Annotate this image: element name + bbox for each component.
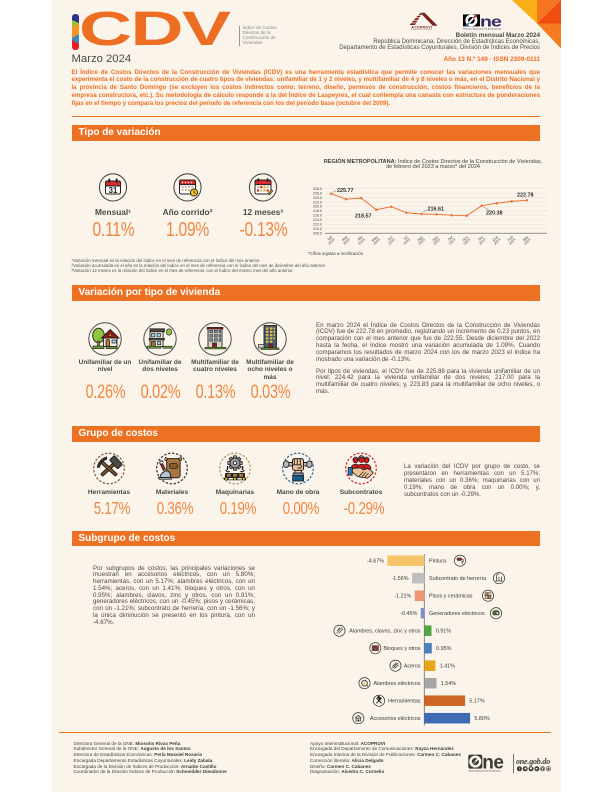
svg-text:Jul: Jul: [403, 235, 409, 241]
svg-text:222.0: 222.0: [313, 200, 322, 204]
svg-text:2023: 2023: [448, 237, 456, 245]
svg-text:-1.21%: -1.21%: [394, 594, 411, 600]
svg-text:2023: 2023: [418, 237, 426, 245]
svg-text:31: 31: [109, 186, 118, 195]
svg-text:Accesorios eléctricos: Accesorios eléctricos: [370, 716, 421, 722]
svg-text:Pisos y cerámicas: Pisos y cerámicas: [429, 594, 473, 600]
svg-text:Aceros: Aceros: [404, 664, 421, 670]
svg-text:218.57: 218.57: [355, 214, 372, 220]
svg-text:Alambres, clavos, zinc y otros: Alambres, clavos, zinc y otros: [349, 629, 421, 635]
svg-text:2024: 2024: [523, 237, 531, 245]
svg-text:Generadores eléctricos: Generadores eléctricos: [429, 611, 485, 617]
svg-text:220.0: 220.0: [313, 205, 322, 209]
svg-text:2024: 2024: [493, 237, 501, 245]
svg-text:Feb: Feb: [507, 235, 514, 242]
svg-text:212.0: 212.0: [313, 223, 322, 227]
svg-text:224.0: 224.0: [313, 196, 322, 200]
svg-text:2023: 2023: [433, 237, 441, 245]
svg-text:228.0: 228.0: [313, 187, 322, 191]
svg-text:Bloques y otros: Bloques y otros: [383, 646, 420, 652]
svg-text:218.0: 218.0: [313, 209, 322, 213]
svg-text:226.0: 226.0: [313, 191, 322, 195]
svg-text:2023: 2023: [463, 237, 471, 245]
svg-text:0.91%: 0.91%: [436, 629, 451, 635]
svg-text:feb: feb: [327, 235, 333, 241]
svg-text:Jun: Jun: [387, 235, 394, 242]
svg-text:Oct: Oct: [447, 235, 454, 242]
svg-text:2023: 2023: [372, 237, 380, 245]
svg-text:Subcontrato de herrería: Subcontrato de herrería: [429, 576, 486, 582]
svg-text:Abr: Abr: [357, 234, 364, 241]
svg-text:216.0: 216.0: [313, 214, 322, 218]
svg-text:5.17%: 5.17%: [469, 699, 484, 705]
svg-text:May: May: [371, 235, 379, 243]
svg-text:2023: 2023: [478, 237, 486, 245]
svg-text:5.80%: 5.80%: [474, 716, 489, 722]
svg-text:Pintura: Pintura: [429, 559, 446, 565]
svg-text:208.0: 208.0: [313, 231, 322, 235]
svg-text:2023: 2023: [403, 237, 411, 245]
svg-text:ne: ne: [480, 14, 502, 30]
svg-text:Sep: Sep: [431, 235, 438, 242]
svg-text:-1.56%: -1.56%: [392, 576, 409, 582]
svg-text:Nov: Nov: [462, 235, 469, 242]
svg-text:2023: 2023: [388, 237, 396, 245]
svg-text:1.41%: 1.41%: [440, 664, 455, 670]
svg-text:2024: 2024: [508, 237, 516, 245]
svg-text:222.78: 222.78: [517, 193, 534, 199]
svg-text:220.38: 220.38: [486, 211, 503, 217]
svg-text:1.54%: 1.54%: [441, 681, 456, 687]
svg-text:f: f: [519, 767, 520, 771]
svg-text:Herramientas: Herramientas: [388, 699, 421, 705]
svg-text:ne: ne: [482, 753, 503, 774]
svg-text:Ene: Ene: [492, 235, 499, 242]
svg-text:2023: 2023: [357, 237, 365, 245]
svg-text:-0.45%: -0.45%: [400, 611, 417, 617]
svg-text:Dic: Dic: [477, 235, 484, 242]
svg-text:-4.67%: -4.67%: [367, 559, 384, 565]
svg-text:2023: 2023: [327, 237, 335, 245]
svg-text:ACOPROVI: ACOPROVI: [411, 25, 432, 29]
svg-text:Alambres eléctricos: Alambres eléctricos: [373, 681, 420, 687]
svg-text:Ago: Ago: [416, 235, 423, 242]
svg-text:Mar: Mar: [341, 234, 349, 242]
svg-text:Oficina Nacional de Estadístic: Oficina Nacional de Estadística: [468, 770, 501, 773]
svg-text:216.61: 216.61: [428, 207, 445, 213]
svg-text:214.0: 214.0: [313, 218, 322, 222]
svg-text:210.0: 210.0: [313, 227, 322, 231]
svg-text:225.77: 225.77: [337, 188, 354, 194]
svg-text:one.gob.do: one.gob.do: [516, 757, 550, 766]
svg-text:2023: 2023: [342, 237, 350, 245]
svg-text:Mar: Mar: [522, 234, 530, 242]
svg-text:Oficina Nacional de Estadístic: Oficina Nacional de Estadística: [463, 27, 502, 30]
svg-text:0.95%: 0.95%: [436, 646, 451, 652]
